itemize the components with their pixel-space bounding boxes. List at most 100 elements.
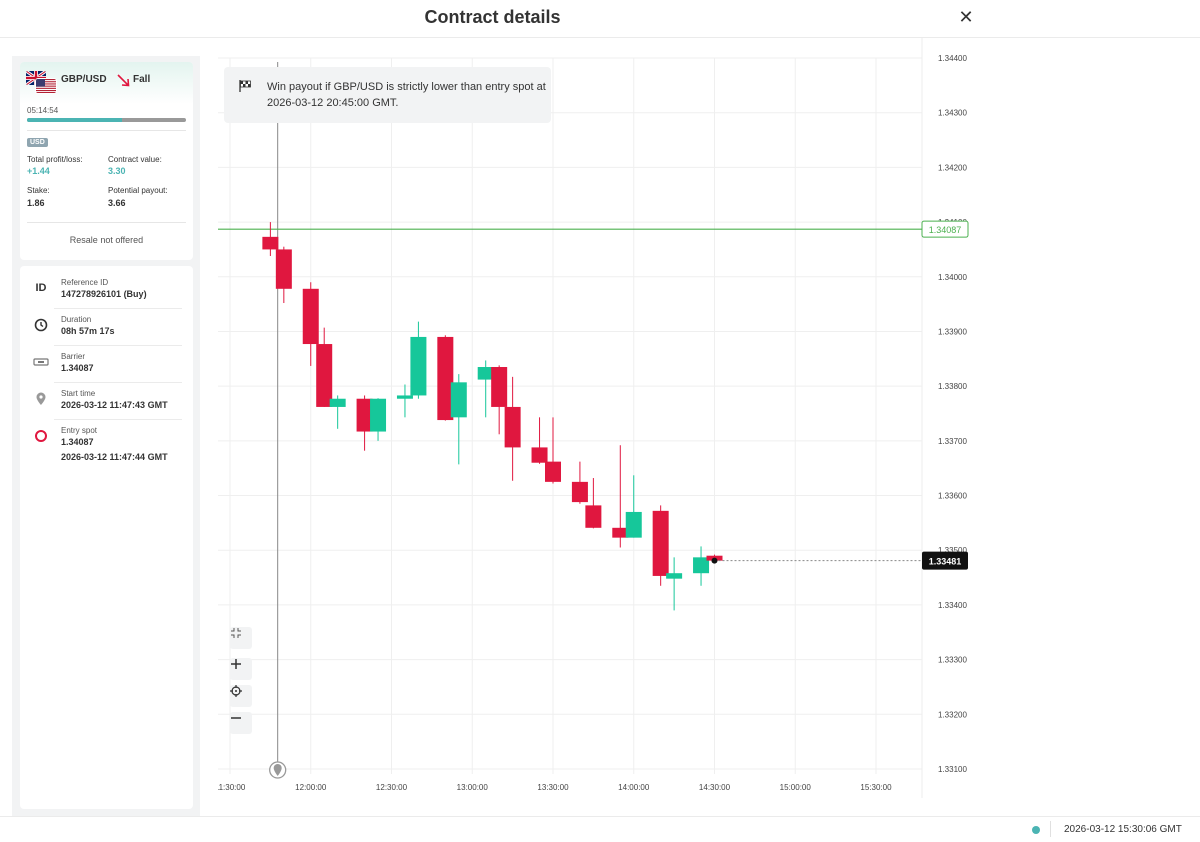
candle-body bbox=[531, 447, 548, 463]
candle-body bbox=[491, 367, 508, 407]
barrier-price-tag bbox=[921, 220, 969, 238]
zoom-out-button[interactable] bbox=[230, 712, 252, 734]
remaining-time: 05:14:54 bbox=[27, 106, 59, 115]
entry-spot-label: Entry spot bbox=[61, 426, 98, 435]
potential-payout-label: Potential payout: bbox=[108, 186, 168, 195]
candle-body bbox=[545, 461, 561, 482]
candle-body bbox=[612, 527, 629, 538]
x-tick-label: 14:00:00 bbox=[618, 783, 650, 792]
y-tick-label: 1.34300 bbox=[938, 109, 967, 118]
dialog-title: Contract details bbox=[424, 7, 561, 27]
candle-body bbox=[652, 510, 669, 576]
entry-spot-icon bbox=[33, 428, 49, 444]
server-time: 2026-03-12 15:30:06 GMT bbox=[1064, 824, 1182, 835]
barrier-icon bbox=[33, 354, 49, 370]
progress-fill bbox=[27, 118, 123, 122]
duration-value: 08h 57m 17s bbox=[61, 326, 115, 336]
divider bbox=[27, 130, 186, 131]
total-pl-value: +1.44 bbox=[27, 166, 50, 176]
resale-status: Resale not offered bbox=[69, 235, 144, 245]
contract-sidebar: GBP/USD Fall 05:14:54 USD Total profit/l… bbox=[12, 56, 200, 816]
candle-body bbox=[329, 398, 346, 407]
divider bbox=[27, 222, 186, 223]
current-price-label: 1.33481 bbox=[929, 557, 962, 567]
candle-body bbox=[693, 557, 710, 574]
duration-label: Duration bbox=[61, 315, 92, 324]
candle-body bbox=[504, 406, 521, 448]
candlestick-chart-svg[interactable]: 1.344001.343001.342001.341001.340001.339… bbox=[218, 38, 1200, 798]
current-price-dot bbox=[711, 557, 718, 564]
barrier-price-label: 1.34087 bbox=[929, 225, 962, 235]
potential-payout-value: 3.66 bbox=[108, 198, 126, 208]
entry-spot-value: 1.34087 bbox=[61, 437, 94, 447]
candle-body bbox=[316, 344, 333, 407]
y-tick-label: 1.33900 bbox=[938, 327, 967, 336]
candle-body bbox=[396, 395, 413, 399]
crosshair-icon[interactable] bbox=[230, 685, 252, 707]
x-tick-label: 12:30:00 bbox=[376, 783, 408, 792]
candle-body bbox=[625, 511, 642, 538]
contract-value-label: Contract value: bbox=[108, 155, 162, 164]
entry-spot-time: 2026-03-12 11:47:44 GMT bbox=[61, 452, 168, 462]
dialog-header: Contract details ✕ bbox=[0, 0, 1200, 38]
candle-body bbox=[437, 336, 454, 421]
clock-icon bbox=[33, 317, 49, 333]
divider bbox=[1050, 821, 1051, 837]
candle-body bbox=[275, 249, 292, 289]
fall-arrow-icon bbox=[117, 74, 130, 87]
x-tick-label: 15:00:00 bbox=[780, 783, 812, 792]
y-tick-label: 1.34200 bbox=[938, 163, 967, 172]
y-tick-label: 1.33700 bbox=[938, 437, 967, 446]
start-time-value: 2026-03-12 11:47:43 GMT bbox=[61, 400, 168, 410]
checkered-flag-icon bbox=[239, 80, 251, 92]
x-tick-label: 11:30:00 bbox=[218, 783, 246, 792]
connection-status-icon bbox=[1032, 826, 1040, 834]
candle-body bbox=[571, 481, 588, 503]
divider bbox=[54, 419, 182, 420]
x-tick-label: 12:00:00 bbox=[295, 783, 327, 792]
barrier-label: Barrier bbox=[61, 352, 86, 361]
price-chart[interactable]: 1.344001.343001.342001.341001.340001.339… bbox=[218, 38, 1200, 798]
candle-body bbox=[302, 288, 319, 345]
total-pl-label: Total profit/loss: bbox=[27, 155, 83, 164]
id-icon: ID bbox=[35, 282, 47, 294]
y-tick-label: 1.33600 bbox=[938, 492, 967, 501]
start-time-label: Start time bbox=[61, 389, 96, 398]
location-pin-icon bbox=[273, 764, 282, 776]
x-tick-label: 14:30:00 bbox=[699, 783, 731, 792]
x-tick-label: 15:30:00 bbox=[860, 783, 892, 792]
stake-label: Stake: bbox=[27, 186, 50, 195]
y-tick-label: 1.33400 bbox=[938, 601, 967, 610]
collapse-icon[interactable] bbox=[230, 627, 252, 649]
currency-pair-flags bbox=[26, 71, 58, 97]
y-tick-label: 1.33500 bbox=[938, 546, 967, 555]
status-footer: 2026-03-12 15:30:06 GMT bbox=[0, 816, 1200, 842]
candle-body bbox=[370, 398, 387, 432]
divider bbox=[54, 382, 182, 383]
zoom-in-button[interactable] bbox=[230, 658, 252, 680]
barrier-value: 1.34087 bbox=[61, 363, 94, 373]
y-tick-label: 1.33800 bbox=[938, 382, 967, 391]
candle-body bbox=[262, 236, 279, 250]
y-tick-label: 1.34000 bbox=[938, 273, 967, 282]
payout-condition-text: Win payout if GBP/USD is strictly lower … bbox=[267, 81, 546, 109]
x-tick-label: 13:00:00 bbox=[457, 783, 489, 792]
x-tick-label: 13:30:00 bbox=[537, 783, 569, 792]
candle-body bbox=[666, 573, 683, 579]
y-tick-label: 1.33300 bbox=[938, 656, 967, 665]
y-tick-label: 1.33100 bbox=[938, 765, 967, 774]
y-tick-label: 1.34400 bbox=[938, 54, 967, 63]
contract-info-card: ID Reference ID 147278926101 (Buy) Durat… bbox=[20, 266, 193, 809]
payout-condition-tooltip: Win payout if GBP/USD is strictly lower … bbox=[224, 67, 551, 123]
candle-body bbox=[585, 505, 602, 528]
divider bbox=[54, 308, 182, 309]
candle-body bbox=[477, 367, 494, 380]
y-tick-label: 1.33200 bbox=[938, 710, 967, 719]
reference-value: 147278926101 (Buy) bbox=[61, 289, 147, 299]
us-flag-icon bbox=[36, 79, 56, 93]
close-icon[interactable]: ✕ bbox=[958, 7, 974, 27]
contract-value-value: 3.30 bbox=[108, 166, 126, 176]
candle-body bbox=[356, 398, 373, 432]
reference-label: Reference ID bbox=[61, 278, 109, 287]
contract-progress-bar bbox=[27, 118, 186, 122]
